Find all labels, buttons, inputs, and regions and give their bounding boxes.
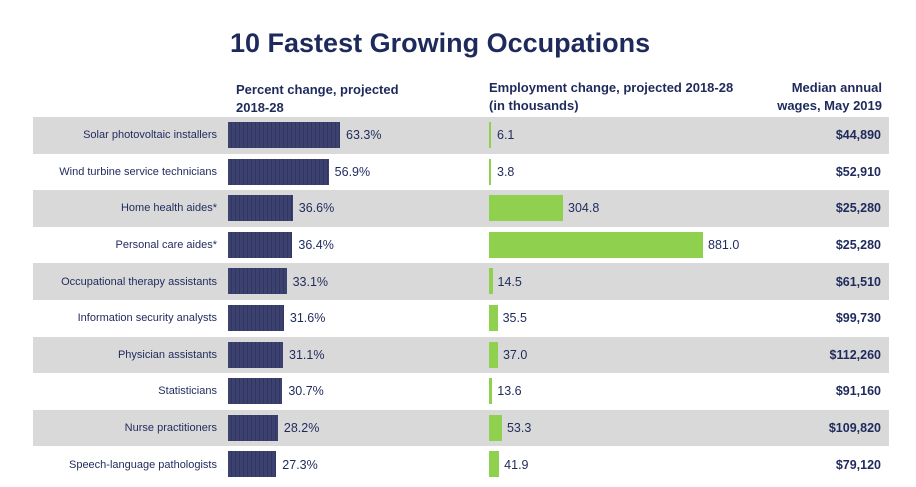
table-row: Nurse practitioners 28.2% 53.3 $109,820	[33, 409, 889, 447]
employment-change-label: 3.8	[497, 164, 515, 179]
employment-change-bar	[489, 451, 500, 478]
occupation-label: Wind turbine service technicians	[59, 165, 217, 178]
percent-change-label: 31.6%	[289, 311, 326, 326]
chart-title: 10 Fastest Growing Occupations	[230, 28, 651, 58]
table-row: Information security analysts 31.6% 35.5 $9…	[33, 300, 889, 337]
table-row: Personal care aides* 36.4% 881.0 $25,280	[33, 227, 889, 264]
employment-change-label: 304.8	[568, 201, 600, 216]
percent-change-label: 33.1%	[292, 274, 329, 289]
occupation-label: Solar photovoltaic installers	[83, 129, 217, 142]
employment-change-bar	[489, 414, 502, 441]
table-row: Solar photovoltaic installers 63.3% 6.1 $44…	[33, 117, 889, 154]
table-row: Speech-language pathologists 27.3% 41.9 $79…	[33, 446, 889, 483]
occupation-label: Personal care aides*	[115, 239, 217, 252]
percent-change-label: 27.3%	[282, 457, 318, 472]
median-wage-value: $99,730	[835, 311, 881, 326]
employment-change-label: 37.0	[502, 347, 528, 362]
employment-change-label: 53.3	[506, 421, 532, 436]
employment-change-bar	[489, 231, 703, 258]
employment-header-line-1: Employment change, projected 2018-28	[489, 80, 734, 95]
percent-change-label: 30.7%	[288, 384, 324, 399]
median-wage-value: $52,910	[835, 164, 881, 179]
employment-change-label: 881.0	[708, 238, 740, 253]
wage-header-line-1: Median annual	[791, 80, 882, 95]
table-row: Home health aides* 36.6% 304.8 $25,280	[33, 190, 889, 227]
occupation-rows: Solar photovoltaic installers 63.3% 6.1 $44…	[33, 117, 889, 483]
percent-change-label: 36.6%	[298, 201, 335, 216]
employment-change-bar	[489, 341, 498, 368]
employment-change-bar	[489, 378, 493, 405]
occupation-label: Nurse practitioners	[124, 422, 217, 435]
wage-header-line-2: wages, May 2019	[777, 98, 882, 113]
percent-change-label: 56.9%	[334, 164, 371, 179]
percent-change-bar	[228, 158, 329, 185]
median-wage-value: $109,820	[828, 421, 881, 436]
employment-change-bar	[489, 304, 498, 331]
percent-change-label: 36.4%	[298, 238, 334, 253]
employment-change-label: 14.5	[497, 274, 522, 289]
median-wage-value: $91,160	[835, 384, 881, 399]
employment-change-label: 6.1	[497, 128, 515, 143]
median-wage-value: $44,890	[835, 128, 881, 143]
employment-change-label: 13.6	[497, 384, 522, 399]
table-row: Wind turbine service technicians 56.9% 3.8…	[33, 154, 889, 191]
percent-change-label: 31.1%	[289, 347, 325, 362]
employment-header-line-2: (in thousands)	[489, 98, 579, 113]
employment-change-bar	[489, 122, 491, 148]
percent-change-label: 63.3%	[346, 128, 382, 143]
percent-change-bar	[228, 378, 283, 405]
percent-change-bar	[228, 451, 277, 478]
employment-change-label: 41.9	[504, 457, 529, 472]
percent-change-bar	[228, 122, 340, 148]
employment-change-label: 35.5	[502, 311, 527, 326]
median-wage-value: $79,120	[835, 457, 881, 472]
median-wage-value: $112,260	[829, 347, 881, 362]
percent-change-bar	[228, 195, 293, 222]
median-wage-value: $25,280	[835, 238, 881, 253]
percent-column-header: Percent change, projected 2018-28	[236, 81, 436, 117]
table-row: Physician assistants 31.1% 37.0 $112,260	[33, 336, 889, 374]
employment-change-bar	[489, 268, 493, 295]
table-row: Statisticians 30.7% 13.6 $91,160	[33, 373, 889, 410]
occupation-label: Occupational therapy assistants	[61, 275, 217, 288]
occupation-label: Statisticians	[158, 385, 217, 398]
percent-change-label: 28.2%	[283, 421, 320, 436]
wage-column-header: Median annual wages, May 2019	[777, 79, 882, 115]
table-row: Occupational therapy assistants 33.1% 14.5…	[33, 263, 889, 300]
median-wage-value: $61,510	[835, 274, 881, 289]
occupation-label: Information security analysts	[77, 312, 217, 325]
percent-change-bar	[228, 341, 284, 368]
employment-change-bar	[489, 195, 564, 222]
occupation-label: Home health aides*	[120, 202, 217, 215]
percent-header-line-1: Percent change, projected	[236, 82, 399, 97]
median-wage-value: $25,280	[835, 201, 881, 216]
percent-change-bar	[228, 414, 278, 441]
employment-change-bar	[489, 158, 491, 185]
occupation-label: Speech-language pathologists	[68, 458, 217, 471]
percent-change-bar	[228, 268, 287, 295]
employment-column-header: Employment change, projected 2018-28 (in…	[489, 79, 749, 115]
percent-change-bar	[228, 304, 284, 331]
occupation-label: Physician assistants	[117, 348, 217, 361]
percent-header-line-2: 2018-28	[236, 100, 284, 115]
percent-change-bar	[228, 231, 293, 258]
